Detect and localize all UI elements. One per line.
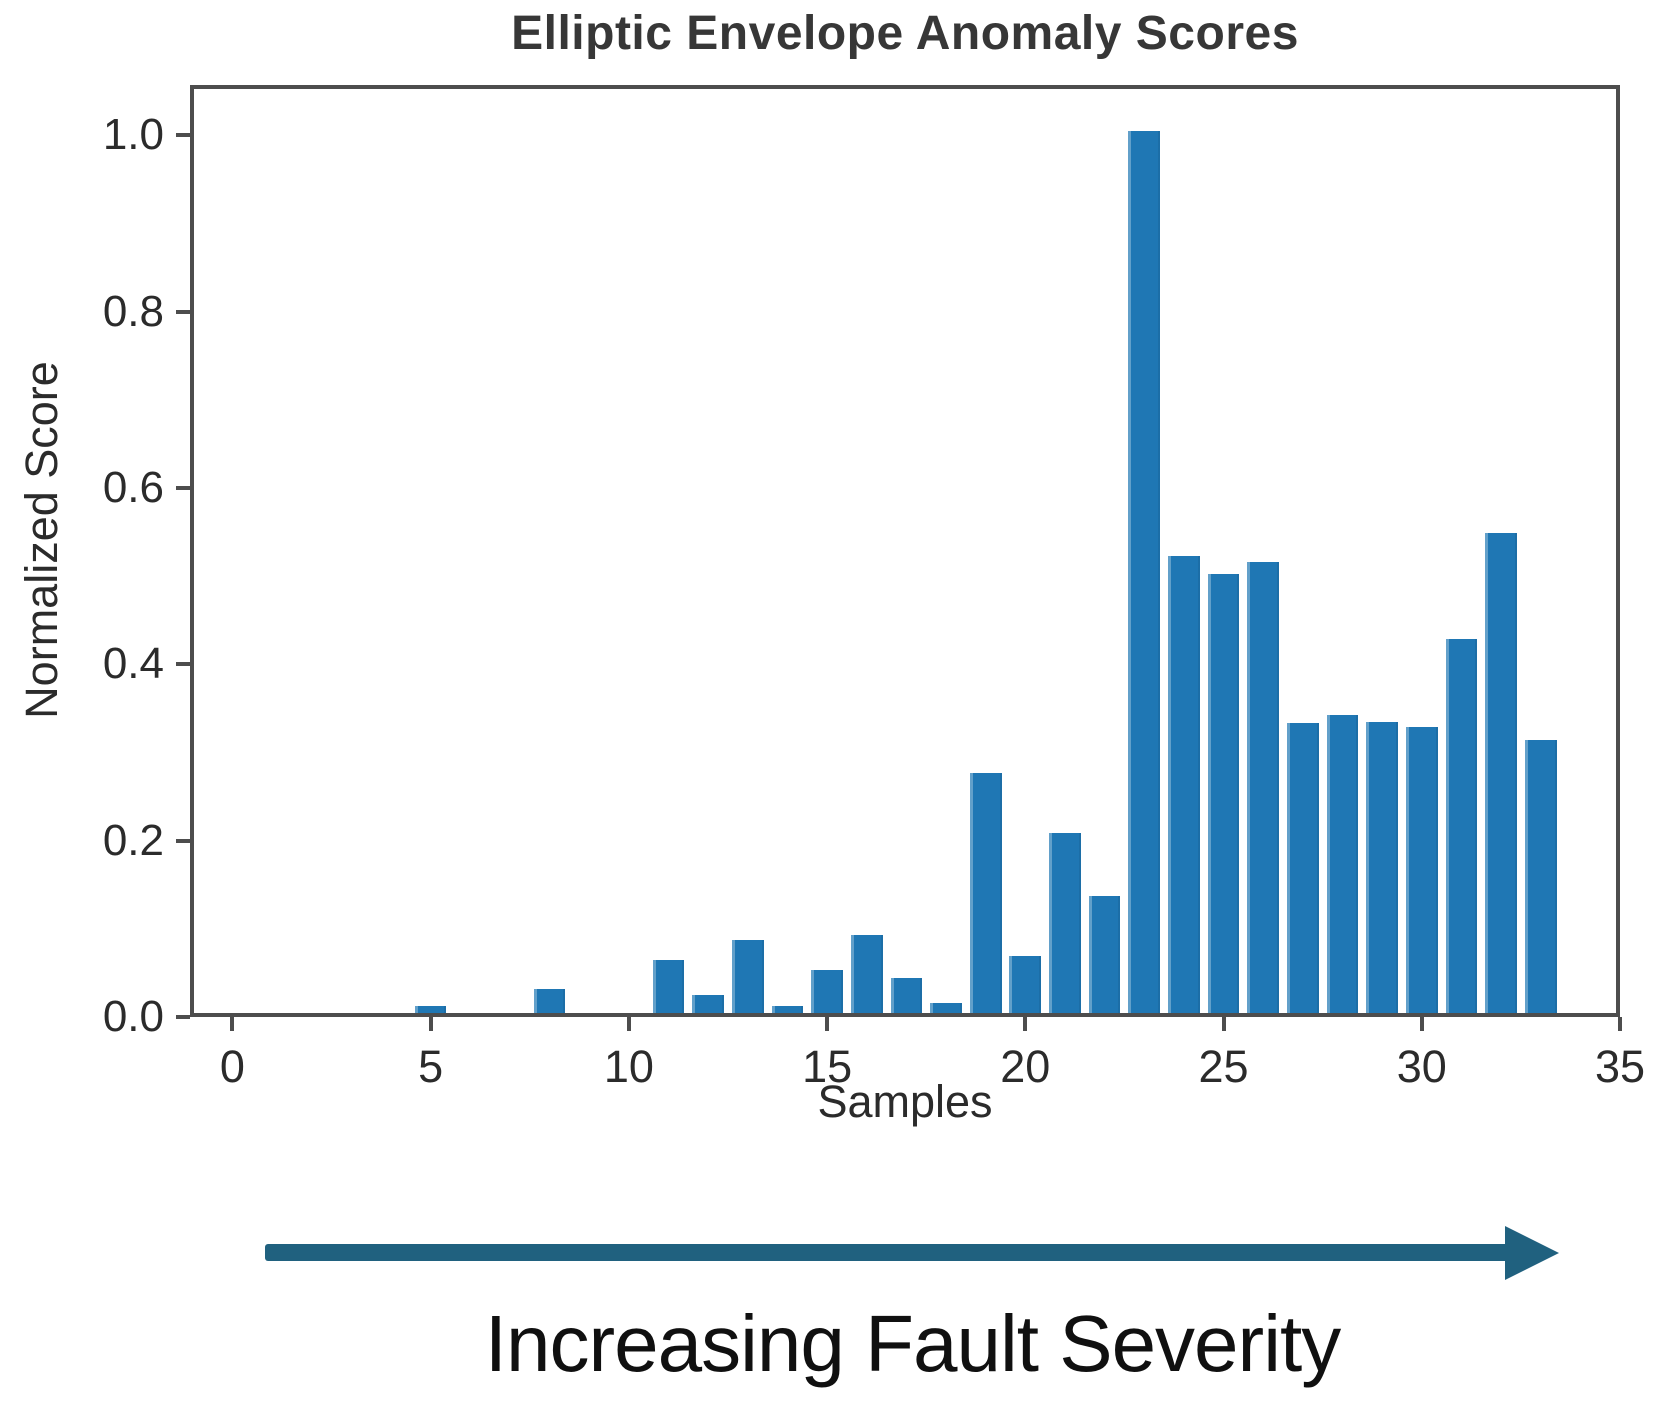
bar-sample-22: [1088, 895, 1121, 1013]
y-tick-label: 1.0: [102, 110, 164, 160]
bar-sample-24: [1168, 556, 1200, 1013]
bar-sample-14: [771, 1005, 804, 1013]
x-tick-mark: [626, 1017, 631, 1031]
bar-sample-20: [1009, 955, 1042, 1013]
y-tick-label: 0.6: [102, 462, 164, 512]
x-tick-mark: [1221, 1017, 1226, 1031]
bar-sample-26: [1247, 561, 1280, 1013]
bar-sample-33: [1524, 739, 1557, 1013]
chart-title: Elliptic Envelope Anomaly Scores: [511, 7, 1299, 60]
x-tick-mark: [1023, 1017, 1028, 1031]
bar-sample-21: [1049, 833, 1081, 1013]
fault-severity-annotation: Increasing Fault Severity: [484, 1299, 1341, 1388]
y-tick-mark: [176, 662, 190, 667]
bar-sample-12: [692, 995, 724, 1013]
fault-severity-arrow-shaft: [265, 1244, 1510, 1261]
bar-sample-13: [731, 939, 764, 1013]
bar-sample-32: [1485, 533, 1517, 1013]
x-tick-label: 10: [603, 1041, 654, 1092]
y-tick-mark: [176, 309, 190, 314]
bar-sample-17: [890, 977, 923, 1013]
x-tick-label: 5: [418, 1041, 444, 1092]
x-tick-mark: [1419, 1017, 1424, 1031]
y-axis: 0.0 0.2 0.4 0.6 0.8 1.0: [0, 85, 190, 1041]
x-axis-label: Samples: [817, 1076, 993, 1127]
bar-sample-25: [1207, 573, 1240, 1013]
x-axis: 0 5 10 15 20 25 30 35: [190, 1017, 1645, 1127]
x-tick-mark: [230, 1017, 235, 1031]
plot-area: [190, 85, 1620, 1017]
bar-sample-23: [1128, 131, 1161, 1013]
x-tick-mark: [1618, 1017, 1622, 1031]
bar-sample-19: [969, 773, 1002, 1013]
y-tick-mark: [176, 133, 190, 138]
bar-sample-29: [1366, 722, 1398, 1013]
fault-severity-arrow-head-icon: [1505, 1226, 1559, 1280]
bar-sample-31: [1445, 639, 1478, 1013]
bar-sample-27: [1286, 722, 1319, 1013]
bar-sample-18: [930, 1003, 962, 1013]
x-tick-label: 20: [1000, 1041, 1051, 1092]
y-tick-mark: [176, 838, 190, 843]
bar-sample-15: [811, 969, 843, 1013]
y-tick-mark: [176, 485, 190, 490]
bar-sample-11: [652, 960, 685, 1013]
x-tick-label: 30: [1396, 1041, 1447, 1092]
y-tick-label: 0.2: [102, 815, 164, 865]
x-tick-label: 15: [802, 1041, 853, 1092]
bar-sample-30: [1405, 727, 1438, 1013]
x-tick-label: 0: [219, 1041, 245, 1092]
y-tick-label: 0.8: [102, 286, 164, 336]
y-tick-mark: [176, 1015, 190, 1019]
x-tick-label: 35: [1594, 1041, 1646, 1092]
bar-sample-16: [850, 934, 883, 1013]
bar-sample-5: [414, 1005, 447, 1013]
y-tick-label: 0.0: [102, 992, 164, 1041]
y-tick-label: 0.4: [102, 639, 164, 689]
x-tick-mark: [825, 1017, 830, 1031]
bar-sample-28: [1326, 714, 1359, 1013]
x-tick-label: 25: [1198, 1041, 1249, 1092]
bar-sample-8: [533, 989, 566, 1013]
x-tick-mark: [428, 1017, 433, 1031]
